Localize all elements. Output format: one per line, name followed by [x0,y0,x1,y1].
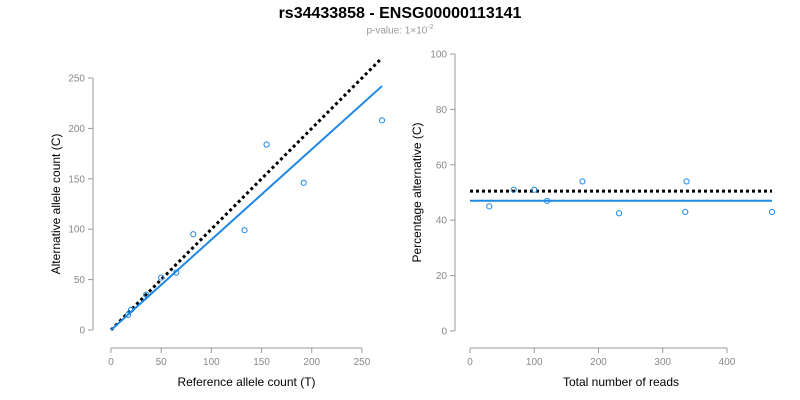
data-point [241,227,248,234]
x-tick-label: 400 [719,357,736,368]
y-tick-label: 20 [436,271,448,282]
y-tick-label: 80 [436,105,448,116]
fit-line [110,85,383,331]
y-tick-label: 100 [430,50,447,61]
y-tick-label: 60 [436,160,448,171]
data-point [683,178,690,185]
chart-title: rs34433858 - ENSG00000113141 [278,5,522,22]
y-tick-label: 0 [441,327,447,338]
data-point [263,141,270,148]
chart-subtitle: p-value: 1×10-2 [0,24,800,36]
data-point [510,186,517,193]
data-point [486,203,493,210]
data-point [190,231,197,238]
y-tick-label: 150 [68,174,85,185]
data-point [682,208,689,215]
data-point [768,208,776,215]
y-axis-title: Alternative allele count (C) [49,134,63,275]
y-tick-label: 50 [74,275,86,286]
left-panel: 0 50 100 150 200 250 0 50 100 150 200 250 Reference … [49,56,386,389]
y-tick-label: 250 [68,74,85,85]
x-tick-label: 0 [467,357,473,368]
x-tick-label: 100 [526,357,543,368]
subtitle-exponent: -2 [427,24,434,31]
x-tick-label: 50 [156,357,168,368]
x-tick-label: 150 [253,357,270,368]
y-tick-label: 0 [79,326,85,337]
data-point [300,179,307,186]
data-point [615,210,623,217]
y-tick-label: 200 [68,124,85,135]
data-point [579,178,586,185]
data-point [158,274,165,281]
y-tick-label: 100 [68,225,85,236]
data-point [531,186,538,193]
data-point [127,306,135,313]
x-tick-label: 0 [108,357,114,368]
y-axis-title: Percentage alternative (C) [410,122,424,262]
x-tick-label: 200 [303,357,320,368]
data-point [544,197,551,204]
data-point [173,269,180,276]
y-tick-label: 40 [436,216,448,227]
subtitle-prefix: p-value: 1×10 [366,25,428,37]
reference-line [109,56,384,332]
x-axis-title: Total number of reads [563,375,679,389]
x-tick-label: 300 [654,357,671,368]
right-panel: 0 100 200 300 400 0 20 40 60 80 100 Total number of… [410,50,776,389]
x-tick-label: 100 [203,357,220,368]
x-tick-label: 200 [590,357,607,368]
data-point [378,117,386,124]
data-point [143,291,150,298]
x-tick-label: 250 [354,357,371,368]
data-point [124,311,132,318]
x-axis-title: Reference allele count (T) [177,375,315,389]
